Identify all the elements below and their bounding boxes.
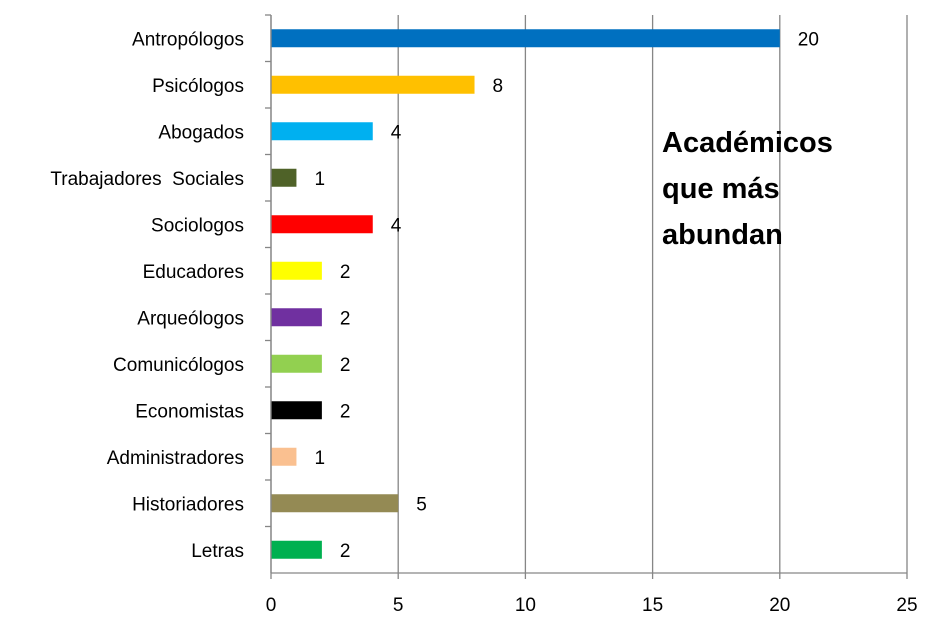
x-tick-label: 0 <box>266 595 277 616</box>
data-label: 2 <box>340 401 351 422</box>
data-label: 20 <box>798 29 819 50</box>
bar <box>271 447 297 466</box>
bar <box>271 29 780 48</box>
bar <box>271 75 475 94</box>
data-label: 2 <box>340 308 351 329</box>
y-tick-label: Comunicólogos <box>113 355 244 376</box>
y-tick-label: Sociologos <box>151 215 244 236</box>
x-tick-label: 20 <box>769 595 790 616</box>
bar <box>271 354 322 373</box>
y-tick-label: Historiadores <box>132 494 244 515</box>
bar <box>271 261 322 280</box>
data-label: 2 <box>340 541 351 562</box>
data-label: 1 <box>314 169 325 190</box>
data-label: 2 <box>340 262 351 283</box>
data-label: 2 <box>340 355 351 376</box>
y-tick-label: Abogados <box>158 122 244 143</box>
x-tick-label: 15 <box>642 595 663 616</box>
x-tick-label: 5 <box>393 595 404 616</box>
y-tick-label: Arqueólogos <box>137 308 244 329</box>
data-label: 4 <box>391 122 402 143</box>
y-tick-label: Letras <box>191 541 244 562</box>
y-tick-label: Trabajadores Sociales <box>50 169 244 190</box>
bar <box>271 308 322 327</box>
y-tick-label: Educadores <box>143 262 244 283</box>
data-label: 8 <box>493 76 504 97</box>
bar <box>271 401 322 420</box>
bar <box>271 494 399 513</box>
bar <box>271 540 322 559</box>
data-label: 1 <box>314 448 325 469</box>
data-label: 5 <box>416 494 427 515</box>
y-tick-label: Economistas <box>135 401 244 422</box>
bar <box>271 168 297 187</box>
x-tick-label: 25 <box>896 595 917 616</box>
bar <box>271 215 373 234</box>
bar <box>271 122 373 141</box>
chart-title: Académicos que más abundan <box>662 127 833 251</box>
y-tick-label: Antropólogos <box>132 29 244 50</box>
y-tick-label: Administradores <box>107 448 244 469</box>
x-tick-label: 10 <box>515 595 536 616</box>
y-tick-label: Psicólogos <box>152 76 244 97</box>
data-label: 4 <box>391 215 402 236</box>
